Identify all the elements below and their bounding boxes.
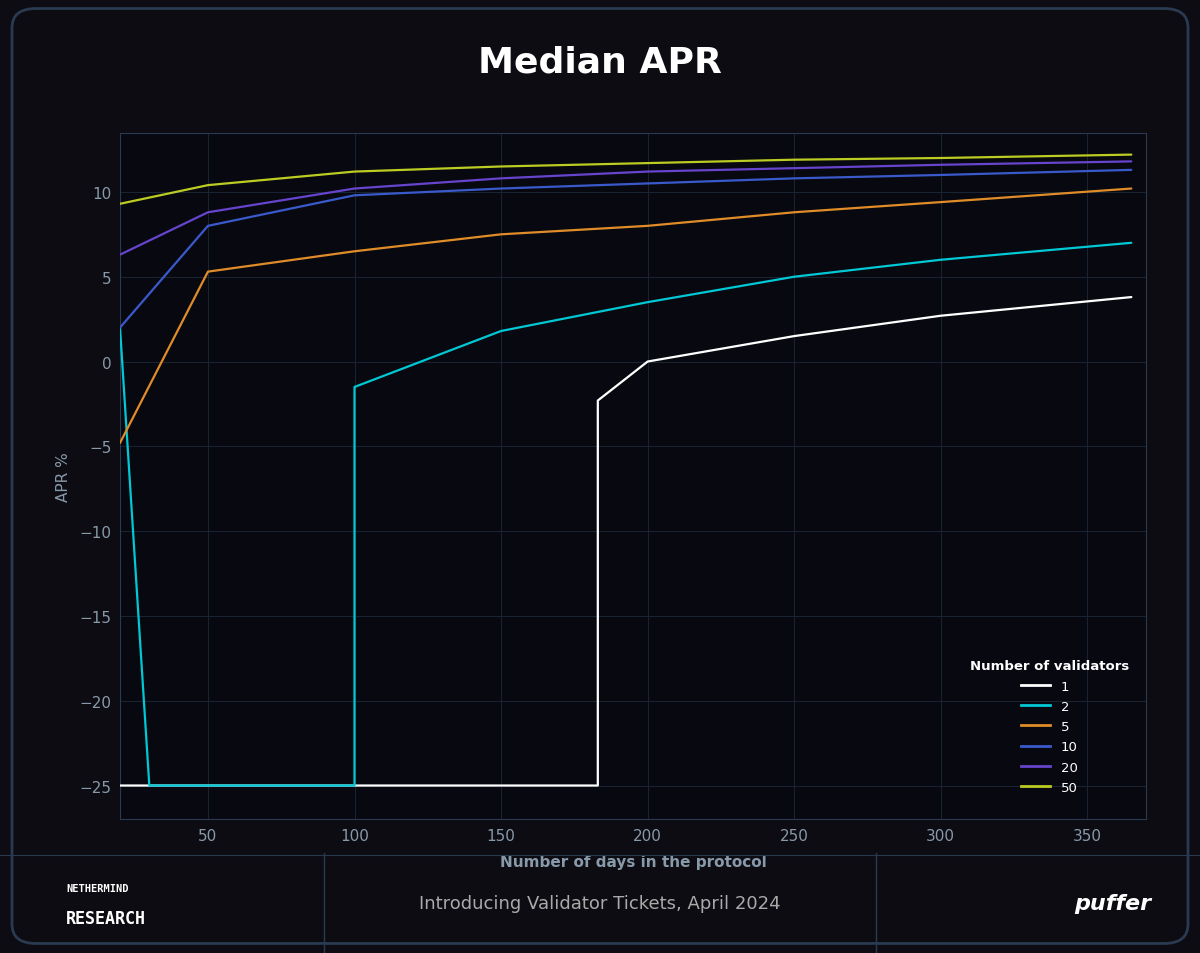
Text: puffer: puffer <box>1074 893 1151 913</box>
Y-axis label: APR %: APR % <box>56 452 71 501</box>
Text: NETHERMIND: NETHERMIND <box>66 883 128 893</box>
Text: Introducing Validator Tickets, April 2024: Introducing Validator Tickets, April 202… <box>419 894 781 912</box>
Legend: 1, 2, 5, 10, 20, 50: 1, 2, 5, 10, 20, 50 <box>965 655 1134 800</box>
Text: Median APR: Median APR <box>478 45 722 79</box>
X-axis label: Number of days in the protocol: Number of days in the protocol <box>499 854 767 869</box>
Text: RESEARCH: RESEARCH <box>66 909 146 927</box>
